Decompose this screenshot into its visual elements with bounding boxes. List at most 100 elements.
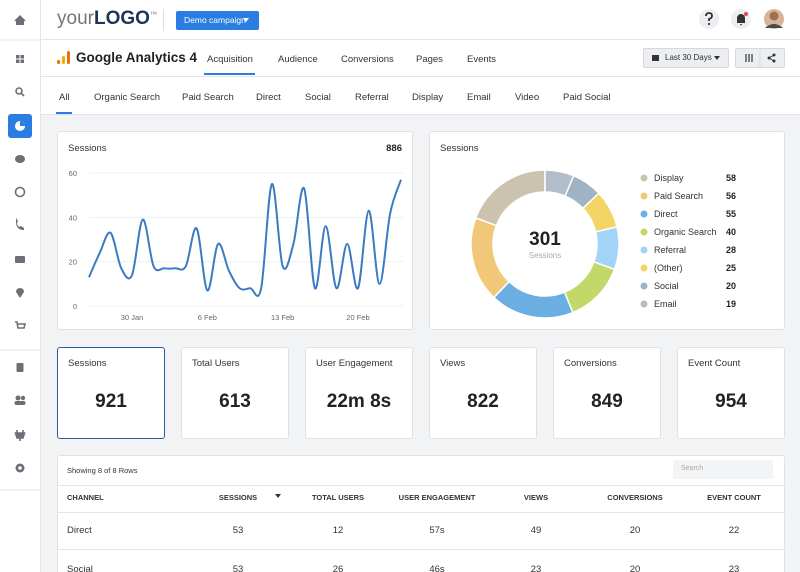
grid-icon[interactable] xyxy=(16,55,20,59)
legend-value: 55 xyxy=(726,209,736,219)
sort-arrow[interactable] xyxy=(275,494,283,500)
date-range-button[interactable]: Last 30 Days xyxy=(643,48,729,68)
table-cell: 23 xyxy=(728,564,740,572)
filter-bar xyxy=(41,77,800,115)
filter[interactable]: Email xyxy=(467,92,491,103)
filter[interactable]: Paid Search xyxy=(182,92,234,103)
legend-value: 28 xyxy=(726,245,736,255)
column-header[interactable]: VIEWS xyxy=(523,493,549,502)
legend-value: 19 xyxy=(726,299,736,309)
tab[interactable]: Events xyxy=(467,54,497,65)
tab[interactable]: Pages xyxy=(416,54,443,65)
location-icon[interactable] xyxy=(16,288,24,298)
column-header[interactable]: TOTAL USERS xyxy=(311,493,365,502)
kpi-value: 849 xyxy=(591,391,623,412)
legend-label: (Other) xyxy=(654,263,683,273)
tab-underline xyxy=(204,73,255,75)
column-header[interactable]: CONVERSIONS xyxy=(607,493,663,502)
donut-total-label: Sessions xyxy=(529,251,561,260)
campaign-label: Demo campaign xyxy=(184,15,246,25)
seo-icon[interactable] xyxy=(14,186,26,198)
caret xyxy=(714,56,720,60)
table-cell: 53 xyxy=(232,525,244,536)
table-card xyxy=(57,455,785,572)
plug-icon[interactable] xyxy=(14,430,26,441)
logo-main: LOGO xyxy=(93,8,150,29)
kpi-card[interactable]: User Engagement 22m 8s xyxy=(305,347,413,439)
tool-icons xyxy=(745,49,776,67)
legend-value: 40 xyxy=(726,227,736,237)
kpi-card[interactable]: Event Count 954 xyxy=(677,347,785,439)
table-cell: Social xyxy=(67,564,93,572)
ga-icon xyxy=(57,51,70,64)
mail-icon[interactable] xyxy=(15,256,25,263)
phone-icon[interactable] xyxy=(16,218,24,230)
table-rule xyxy=(57,485,785,486)
tool-buttons[interactable] xyxy=(735,48,785,68)
chat-icon[interactable] xyxy=(15,155,25,163)
kpi-card[interactable]: Sessions 921 xyxy=(57,347,165,439)
kpi-label: Total Users xyxy=(192,358,240,369)
table-cell: 22 xyxy=(728,525,740,536)
logo[interactable]: yourLOGO™ xyxy=(57,8,157,30)
legend-label: Referral xyxy=(654,245,686,255)
legend-swatch xyxy=(640,228,648,236)
column-header[interactable]: CHANNEL xyxy=(67,493,104,502)
donut-segment xyxy=(470,216,511,299)
legend-swatch xyxy=(640,282,648,290)
top-icons xyxy=(699,9,784,29)
y-tick-label: 20 xyxy=(69,258,77,267)
filter[interactable]: Organic Search xyxy=(94,92,161,103)
y-tick-label: 40 xyxy=(69,213,77,222)
filter[interactable]: Social xyxy=(305,92,331,103)
donut-segment xyxy=(474,169,546,227)
filter[interactable]: All xyxy=(59,92,70,103)
legend-value: 20 xyxy=(726,281,736,291)
filter[interactable]: Display xyxy=(412,92,444,103)
legend-swatch xyxy=(640,300,648,308)
filter[interactable]: Direct xyxy=(256,92,281,103)
tab[interactable]: Acquisition xyxy=(207,54,253,65)
x-tick-label: 13 Feb xyxy=(271,313,294,322)
table-cell: 12 xyxy=(332,525,344,536)
logo-tm: ™ xyxy=(149,11,157,19)
legend-swatch xyxy=(640,192,648,200)
filter[interactable]: Video xyxy=(515,92,540,103)
kpi-card[interactable]: Conversions 849 xyxy=(553,347,661,439)
tab[interactable]: Audience xyxy=(278,54,318,65)
kpi-value: 22m 8s xyxy=(326,391,392,412)
legend-swatch xyxy=(640,210,648,218)
column-header[interactable]: SESSIONS xyxy=(218,493,258,502)
filter[interactable]: Referral xyxy=(355,92,389,103)
table-cell: 57s xyxy=(429,525,445,536)
kpi-label: Conversions xyxy=(564,358,617,369)
donut-segment xyxy=(563,260,616,314)
kpi-card[interactable]: Total Users 613 xyxy=(181,347,289,439)
column-header[interactable]: USER ENGAGEMENT xyxy=(398,493,476,502)
table-cell: Direct xyxy=(67,525,92,536)
legend-value: 25 xyxy=(726,263,736,273)
cart-icon[interactable] xyxy=(15,321,27,329)
search-icon[interactable] xyxy=(15,87,23,95)
table-cell: 49 xyxy=(530,525,542,536)
divider xyxy=(163,9,164,31)
campaign-button[interactable]: Demo campaign xyxy=(176,11,259,30)
users-icon[interactable] xyxy=(15,395,21,401)
legend-label: Direct xyxy=(654,209,678,219)
legend-label: Display xyxy=(654,173,684,183)
kpi-label: Sessions xyxy=(68,358,107,369)
home-icon[interactable] xyxy=(14,15,26,25)
line-chart: Sessions 886 0 20 40 60 30 Jan 6 Feb 13 Feb 20 … xyxy=(68,143,403,322)
donut-total: 301 xyxy=(529,229,561,250)
kpi-value: 954 xyxy=(715,391,747,412)
kpi-card[interactable]: Views 822 xyxy=(429,347,537,439)
filter[interactable]: Paid Social xyxy=(563,92,611,103)
legend-swatch xyxy=(640,174,648,182)
search-box[interactable]: Search xyxy=(673,460,773,479)
file-icon[interactable] xyxy=(16,363,24,372)
column-header[interactable]: EVENT COUNT xyxy=(707,493,761,502)
line-series xyxy=(88,179,402,297)
kpi-value: 613 xyxy=(219,391,251,412)
legend-swatch xyxy=(640,264,648,272)
tab[interactable]: Conversions xyxy=(341,54,394,65)
